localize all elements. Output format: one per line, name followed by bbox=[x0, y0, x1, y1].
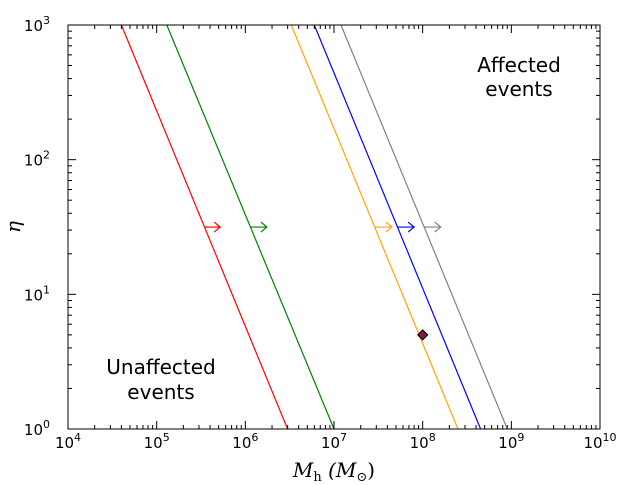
series-arrowhead-5 bbox=[434, 221, 442, 233]
x-axis-label: Mh (M⊙) bbox=[292, 458, 375, 485]
x-tick-label: 106 bbox=[232, 431, 258, 452]
series-arrowhead-2 bbox=[260, 221, 268, 233]
x-axis-label-main: M bbox=[292, 458, 314, 482]
x-axis-label-sub: h bbox=[313, 470, 322, 485]
data-point-diamond bbox=[416, 329, 429, 341]
x-tick-label: 109 bbox=[498, 431, 524, 452]
x-tick-label: 1010 bbox=[583, 431, 616, 452]
x-tick-label: 108 bbox=[410, 431, 436, 452]
y-tick-label: 101 bbox=[24, 283, 50, 304]
series-arrowhead-3 bbox=[385, 221, 393, 233]
x-axis-label-unit-sub: ⊙ bbox=[356, 470, 367, 485]
y-axis-label: η bbox=[1, 221, 25, 233]
plot-area bbox=[68, 25, 600, 429]
x-tick-label: 104 bbox=[55, 431, 81, 452]
plot-frame bbox=[67, 24, 601, 430]
series-line-3 bbox=[290, 25, 459, 429]
annotation-unaffected-line2: events bbox=[127, 380, 194, 404]
series-line-1 bbox=[120, 25, 289, 429]
series-line-5 bbox=[340, 25, 508, 429]
y-tick-label: 102 bbox=[24, 149, 50, 170]
annotation-affected-line2: events bbox=[485, 77, 552, 101]
annotation-affected-line1: Affected bbox=[477, 53, 561, 77]
x-axis-label-unit-close: ) bbox=[367, 458, 375, 482]
series-line-4 bbox=[313, 25, 482, 429]
y-tick-label: 103 bbox=[24, 14, 50, 35]
tick-layer: 104 105 106 107 108 109 1010 100 101 102 103 bbox=[24, 14, 617, 452]
series-arrowhead-1 bbox=[213, 221, 222, 233]
y-tick-label: 100 bbox=[24, 418, 50, 439]
x-axis-label-unit-open: (M bbox=[322, 458, 357, 482]
x-tick-label: 105 bbox=[144, 431, 170, 452]
annotation-unaffected-line1: Unaffected bbox=[106, 355, 216, 379]
series-layer bbox=[120, 25, 508, 429]
marker-layer bbox=[416, 329, 429, 341]
x-tick-label: 107 bbox=[321, 431, 347, 452]
series-line-2 bbox=[166, 25, 335, 429]
series-arrowhead-4 bbox=[407, 221, 416, 233]
